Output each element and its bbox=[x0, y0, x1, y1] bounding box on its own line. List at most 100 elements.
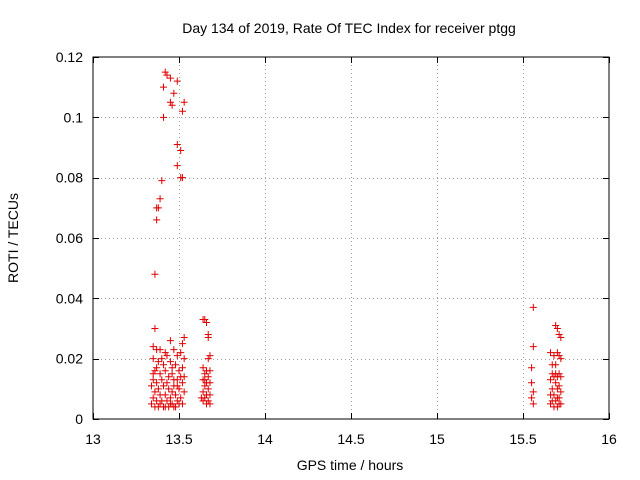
data-point bbox=[173, 352, 181, 360]
data-point bbox=[557, 388, 565, 396]
data-point bbox=[156, 346, 164, 354]
data-point bbox=[163, 71, 171, 79]
y-axis-label: ROTI / TECUs bbox=[5, 193, 21, 283]
data-point bbox=[161, 367, 169, 375]
data-point bbox=[528, 364, 536, 372]
data-point bbox=[147, 400, 155, 408]
data-point bbox=[166, 98, 174, 106]
data-point bbox=[153, 379, 161, 387]
data-point bbox=[552, 397, 560, 405]
y-tick-label: 0.06 bbox=[56, 230, 83, 246]
data-point bbox=[173, 162, 181, 170]
data-point bbox=[175, 367, 183, 375]
data-point bbox=[201, 370, 209, 378]
data-point bbox=[166, 358, 174, 366]
data-point bbox=[557, 355, 565, 363]
data-point bbox=[173, 77, 181, 85]
data-point bbox=[151, 403, 159, 411]
data-point bbox=[173, 376, 181, 384]
data-point bbox=[178, 174, 186, 182]
data-point bbox=[170, 346, 178, 354]
data-point bbox=[204, 385, 212, 393]
y-tick-label: 0.02 bbox=[56, 351, 83, 367]
y-tick-label: 0.12 bbox=[56, 49, 83, 65]
data-point bbox=[199, 364, 207, 372]
data-point bbox=[158, 355, 166, 363]
data-point bbox=[180, 355, 188, 363]
data-point bbox=[161, 68, 169, 76]
data-point bbox=[168, 388, 176, 396]
data-point bbox=[201, 376, 209, 384]
data-point bbox=[154, 358, 162, 366]
x-tick-label: 14.5 bbox=[337, 431, 364, 447]
data-point bbox=[161, 403, 169, 411]
data-point bbox=[172, 403, 180, 411]
grid-lines bbox=[93, 57, 609, 419]
data-point bbox=[173, 140, 181, 148]
data-point bbox=[552, 321, 560, 329]
data-point bbox=[553, 325, 561, 332]
data-point bbox=[201, 315, 209, 323]
data-point bbox=[177, 394, 185, 402]
data-point bbox=[163, 379, 171, 387]
data-point bbox=[175, 385, 183, 393]
data-point bbox=[553, 403, 561, 411]
data-point bbox=[163, 397, 171, 405]
data-point bbox=[147, 382, 155, 390]
data-point bbox=[547, 349, 555, 357]
data-point bbox=[166, 394, 174, 402]
data-point bbox=[555, 382, 563, 390]
data-point bbox=[529, 343, 537, 351]
data-point bbox=[172, 361, 180, 369]
data-point bbox=[151, 388, 159, 396]
data-point bbox=[529, 303, 537, 311]
data-point bbox=[555, 400, 563, 408]
y-axis-tick-labels: 0 0.02 0.04 0.06 0.08 0.1 0.12 bbox=[56, 49, 83, 427]
data-point bbox=[178, 379, 186, 387]
data-point bbox=[529, 388, 537, 396]
data-point bbox=[170, 89, 178, 97]
x-tick-label: 16 bbox=[601, 431, 617, 447]
data-point bbox=[553, 349, 561, 357]
data-point bbox=[206, 352, 214, 360]
data-point bbox=[166, 400, 174, 408]
data-point bbox=[168, 370, 176, 378]
x-tick-label: 13 bbox=[85, 431, 101, 447]
data-point bbox=[180, 334, 188, 342]
data-point bbox=[154, 385, 162, 393]
data-point bbox=[166, 337, 174, 345]
data-point bbox=[172, 391, 180, 399]
x-axis-label: GPS time / hours bbox=[297, 457, 404, 473]
data-point bbox=[201, 382, 209, 390]
data-point bbox=[149, 370, 157, 378]
data-point bbox=[555, 370, 563, 378]
data-point bbox=[170, 382, 178, 390]
x-tick-label: 15.5 bbox=[509, 431, 536, 447]
data-point bbox=[548, 361, 556, 369]
data-point bbox=[555, 352, 563, 360]
data-point bbox=[557, 334, 565, 342]
data-point bbox=[199, 388, 207, 396]
data-point bbox=[528, 394, 536, 402]
y-tick-label: 0.04 bbox=[56, 290, 83, 306]
data-point bbox=[178, 364, 186, 372]
y-tick-label: 0.08 bbox=[56, 170, 83, 186]
data-point bbox=[204, 334, 212, 342]
data-point bbox=[153, 364, 161, 372]
data-point bbox=[553, 385, 561, 393]
data-point bbox=[547, 376, 555, 384]
data-point bbox=[161, 391, 169, 399]
axis-ticks bbox=[93, 57, 610, 420]
data-point bbox=[178, 107, 186, 115]
data-point bbox=[175, 400, 183, 408]
data-point bbox=[206, 400, 214, 408]
data-point bbox=[173, 397, 181, 405]
x-tick-label: 13.5 bbox=[165, 431, 192, 447]
data-point bbox=[165, 385, 173, 393]
data-point bbox=[199, 397, 207, 405]
data-point bbox=[156, 370, 164, 378]
y-tick-label: 0 bbox=[75, 411, 83, 427]
data-point bbox=[204, 373, 212, 381]
data-point bbox=[156, 400, 164, 408]
data-point bbox=[158, 376, 166, 384]
